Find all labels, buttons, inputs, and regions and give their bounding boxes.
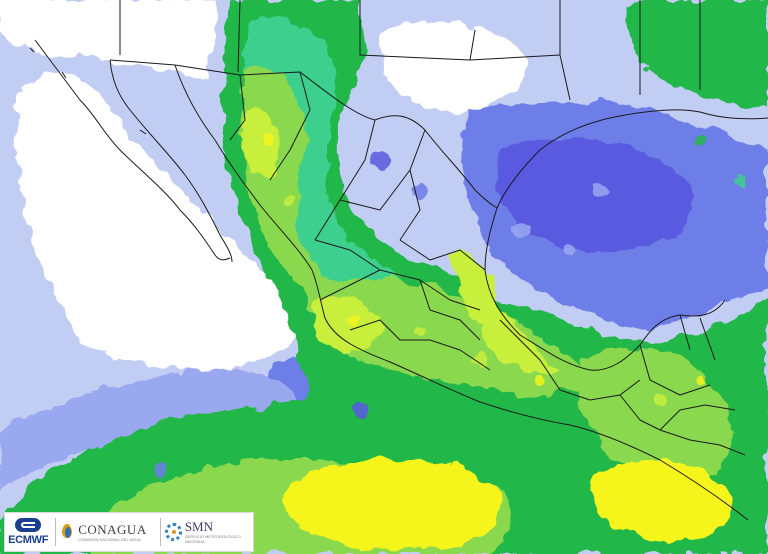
us-mexico-border	[109, 59, 498, 209]
conagua-logo: CONAGUA COMISIÓN NACIONAL DEL AGUA	[60, 522, 156, 542]
ecmwf-logo: ECMWF	[5, 513, 51, 551]
speckle	[593, 183, 607, 197]
speckle	[696, 376, 704, 384]
ecmwf-icon	[15, 518, 42, 532]
speckle	[285, 195, 295, 205]
yellow-core-east-pacific	[589, 461, 731, 543]
yellow-core-south-pacific	[285, 459, 499, 550]
smn-label: SMN	[184, 519, 214, 534]
ecmwf-label: ECMWF	[8, 534, 49, 546]
water-drop-icon	[60, 522, 74, 542]
speckle	[415, 325, 425, 335]
speckle	[349, 314, 361, 326]
speckle	[370, 150, 390, 170]
speckle	[654, 394, 666, 406]
islands	[29, 47, 147, 135]
smn-subtitle: SERVICIO METEOROLÓGICO NACIONAL	[184, 534, 241, 544]
speckle	[262, 134, 274, 146]
speckle	[734, 174, 746, 186]
us-state-lines	[119, 0, 701, 101]
mexico-state-lines	[229, 71, 641, 401]
speckle	[564, 244, 576, 256]
yellow-green-veracruz	[450, 249, 560, 374]
dry-area-texas	[380, 21, 525, 112]
yucatan-lines	[639, 314, 716, 396]
boundaries	[29, 0, 768, 521]
central-america-borders	[619, 394, 746, 456]
conagua-label: CONAGUA	[78, 521, 147, 537]
baja-gulf-coast	[109, 59, 233, 263]
gulf-coast	[484, 207, 726, 371]
green-field-northeast	[627, 0, 768, 110]
speckle	[152, 462, 168, 478]
yellow-core-sinaloa	[243, 107, 280, 178]
logo-strip: ECMWF CONAGUA COMISIÓN NACIONAL DEL AGUA…	[4, 512, 254, 552]
speckle	[512, 222, 528, 238]
gear-icon	[165, 523, 182, 541]
speckle	[473, 353, 487, 367]
speckle	[353, 403, 367, 417]
logo-divider	[160, 518, 162, 546]
baja-california-coast	[34, 39, 231, 261]
mainland-pacific-coast	[174, 64, 749, 521]
speckle	[535, 375, 545, 385]
smn-logo: SMN SERVICIO METEOROLÓGICO NACIONAL	[165, 520, 253, 544]
speckle	[695, 135, 705, 145]
conagua-subtitle: COMISIÓN NACIONAL DEL AGUA	[78, 536, 141, 542]
logo-divider	[55, 518, 57, 546]
speckle	[412, 182, 428, 198]
dry-area-north	[0, 0, 215, 80]
violet-field-gulf	[496, 139, 692, 252]
texas-gulf-coast	[496, 109, 768, 209]
light-green-central-america	[577, 347, 731, 481]
yellow-green-jalisco	[312, 296, 381, 353]
dry-area-pacific	[15, 72, 301, 371]
